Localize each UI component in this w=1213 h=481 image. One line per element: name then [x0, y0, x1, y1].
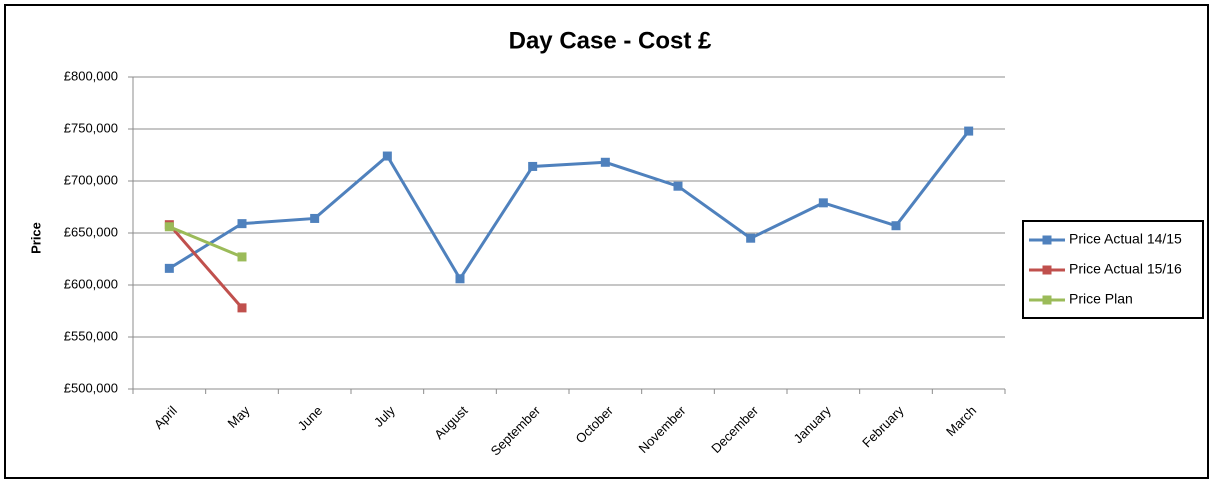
y-tick-label: £500,000 — [64, 380, 118, 395]
point-marker — [310, 213, 320, 223]
legend-marker — [1042, 265, 1052, 275]
point-marker — [891, 221, 901, 231]
y-tick-label: £800,000 — [64, 68, 118, 83]
legend-label: Price Actual 15/16 — [1069, 261, 1182, 277]
point-marker — [528, 161, 538, 171]
series-line — [168, 223, 244, 309]
chart-title: Day Case - Cost £ — [509, 27, 712, 54]
y-tick-label: £600,000 — [64, 276, 118, 291]
legend-label: Price Actual 14/15 — [1069, 231, 1182, 247]
point-marker — [746, 233, 756, 243]
series-line — [168, 225, 243, 259]
legend-label: Price Plan — [1069, 291, 1133, 307]
series-line — [168, 130, 970, 282]
y-tick-label: £650,000 — [64, 224, 118, 239]
legend-marker — [1042, 235, 1052, 245]
y-tick-label: £550,000 — [64, 328, 118, 343]
y-axis-label: Price — [28, 222, 43, 254]
point-marker — [237, 303, 247, 313]
y-tick-label: £700,000 — [64, 172, 118, 187]
point-marker — [600, 157, 610, 167]
point-marker — [382, 151, 392, 161]
point-marker — [164, 222, 174, 232]
point-marker — [237, 252, 247, 262]
point-marker — [237, 219, 247, 229]
point-marker — [164, 263, 174, 273]
point-marker — [455, 274, 465, 284]
point-marker — [964, 126, 974, 136]
point-marker — [818, 198, 828, 208]
legend-marker — [1042, 295, 1052, 305]
point-marker — [673, 181, 683, 191]
y-tick-label: £750,000 — [64, 120, 118, 135]
